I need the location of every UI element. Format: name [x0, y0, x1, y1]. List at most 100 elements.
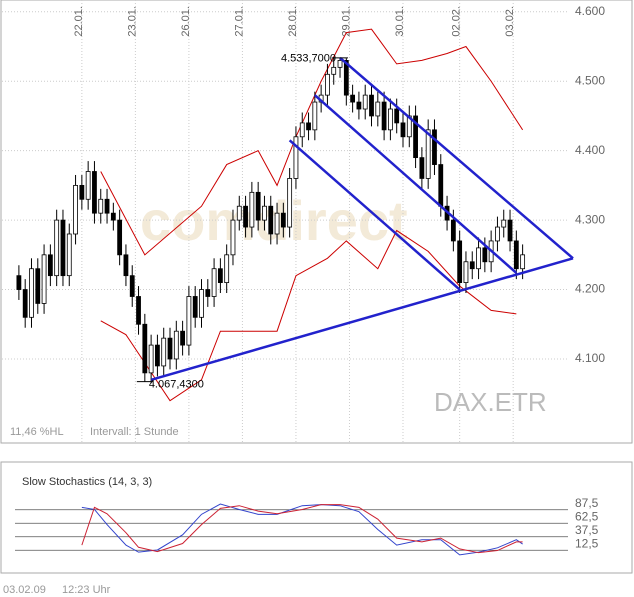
x-tick-label: 29.01.	[340, 6, 352, 37]
stoch-title: Slow Stochastics (14, 3, 3)	[22, 476, 152, 488]
candle-body	[381, 101, 387, 131]
x-tick-label: 02.02.	[451, 6, 463, 37]
candle-body	[293, 136, 299, 179]
y-tick-label: 62,5	[575, 509, 599, 523]
footer-date: 03.02.09	[3, 584, 46, 596]
candle-body	[432, 129, 437, 165]
candle-body	[507, 219, 513, 242]
candle-body	[482, 247, 488, 263]
candle-body	[136, 296, 141, 325]
trend-line	[150, 257, 574, 382]
x-tick-label: 03.02.	[504, 6, 516, 37]
candle-body	[205, 289, 211, 297]
main-frame	[0, 0, 633, 444]
candle-body	[79, 184, 85, 200]
candle-body	[186, 296, 192, 346]
candle-body	[192, 296, 198, 318]
candle-body	[155, 344, 160, 367]
annotation: 4.067,4300	[149, 379, 204, 391]
candle-body	[249, 191, 255, 228]
band-line	[100, 28, 524, 256]
candle-body	[224, 254, 230, 284]
candle-body	[513, 240, 519, 270]
annotation: 4.533,7000	[281, 53, 336, 65]
y-tick-label: 37,5	[575, 523, 599, 537]
candle-body	[110, 212, 116, 221]
candle-body	[73, 184, 78, 235]
interval: Intervall: 1 Stunde	[90, 426, 179, 438]
candle-body	[262, 205, 267, 221]
candle-body	[268, 205, 274, 235]
candle-body	[123, 254, 129, 277]
candle-body	[211, 268, 217, 297]
candle-body	[331, 66, 337, 75]
candle-body	[230, 219, 236, 256]
y-tick-label: 12,5	[575, 536, 599, 550]
candle-body	[419, 157, 425, 179]
y-tick-label: 87,5	[575, 496, 599, 510]
candle-body	[255, 191, 261, 221]
x-tick-label: 30.01.	[394, 6, 406, 37]
candle-body	[47, 254, 53, 277]
candle-body	[469, 261, 475, 270]
trend-line	[314, 94, 518, 274]
candle-body	[199, 289, 204, 318]
candle-body	[520, 254, 526, 270]
candle-body	[425, 129, 431, 179]
candle-body	[60, 219, 66, 277]
candle-body	[35, 268, 41, 304]
candle-body	[413, 115, 418, 159]
candle-body	[22, 289, 28, 318]
candle-body	[501, 219, 507, 228]
footer-time: 12:23 Uhr	[62, 584, 111, 596]
candle-body	[394, 108, 400, 124]
trend-line	[288, 139, 461, 291]
candle-body	[243, 205, 248, 228]
candle-body	[312, 101, 318, 131]
candle-body	[375, 101, 381, 117]
candle-body	[173, 330, 179, 360]
candle-body	[356, 101, 362, 110]
y-tick-label: 4.100	[575, 351, 605, 365]
candle-body	[217, 268, 223, 284]
candle-body	[387, 108, 393, 131]
candle-body	[457, 240, 463, 284]
stoch-frame	[0, 461, 633, 574]
info: 11,46 %HL	[10, 426, 64, 438]
symbol: DAX.ETR	[434, 387, 547, 417]
candle-body	[54, 219, 60, 277]
candle-body	[280, 212, 286, 228]
candle-body	[92, 171, 97, 214]
candle-body	[274, 212, 280, 235]
band-line	[100, 229, 517, 402]
candle-body	[117, 219, 123, 256]
candle-body	[167, 337, 173, 360]
candle-body	[142, 323, 148, 374]
y-tick-label: 4.200	[575, 282, 605, 296]
candle-body	[129, 275, 135, 297]
candle-body	[362, 94, 368, 110]
candle-body	[369, 94, 374, 117]
candle-body	[180, 330, 186, 346]
candle-body	[161, 337, 167, 367]
candle-body	[476, 247, 481, 270]
trend-line	[339, 56, 574, 260]
candle-body	[325, 73, 330, 96]
candle-body	[104, 198, 110, 214]
candle-body	[299, 122, 305, 138]
y-tick-label: 4.500	[575, 73, 605, 87]
candle-body	[463, 261, 469, 284]
x-tick-label: 26.01.	[180, 6, 192, 37]
candle-body	[450, 219, 456, 242]
candle-body	[287, 178, 293, 228]
candle-body	[98, 198, 104, 214]
candle-body	[41, 254, 47, 304]
candle-body	[337, 60, 343, 68]
candle-body	[438, 164, 444, 207]
y-tick-label: 4.300	[575, 212, 605, 226]
x-tick-label: 23.01.	[126, 6, 138, 37]
watermark: comdirect	[140, 189, 408, 252]
candle-body	[306, 122, 311, 131]
candle-body	[495, 226, 500, 242]
